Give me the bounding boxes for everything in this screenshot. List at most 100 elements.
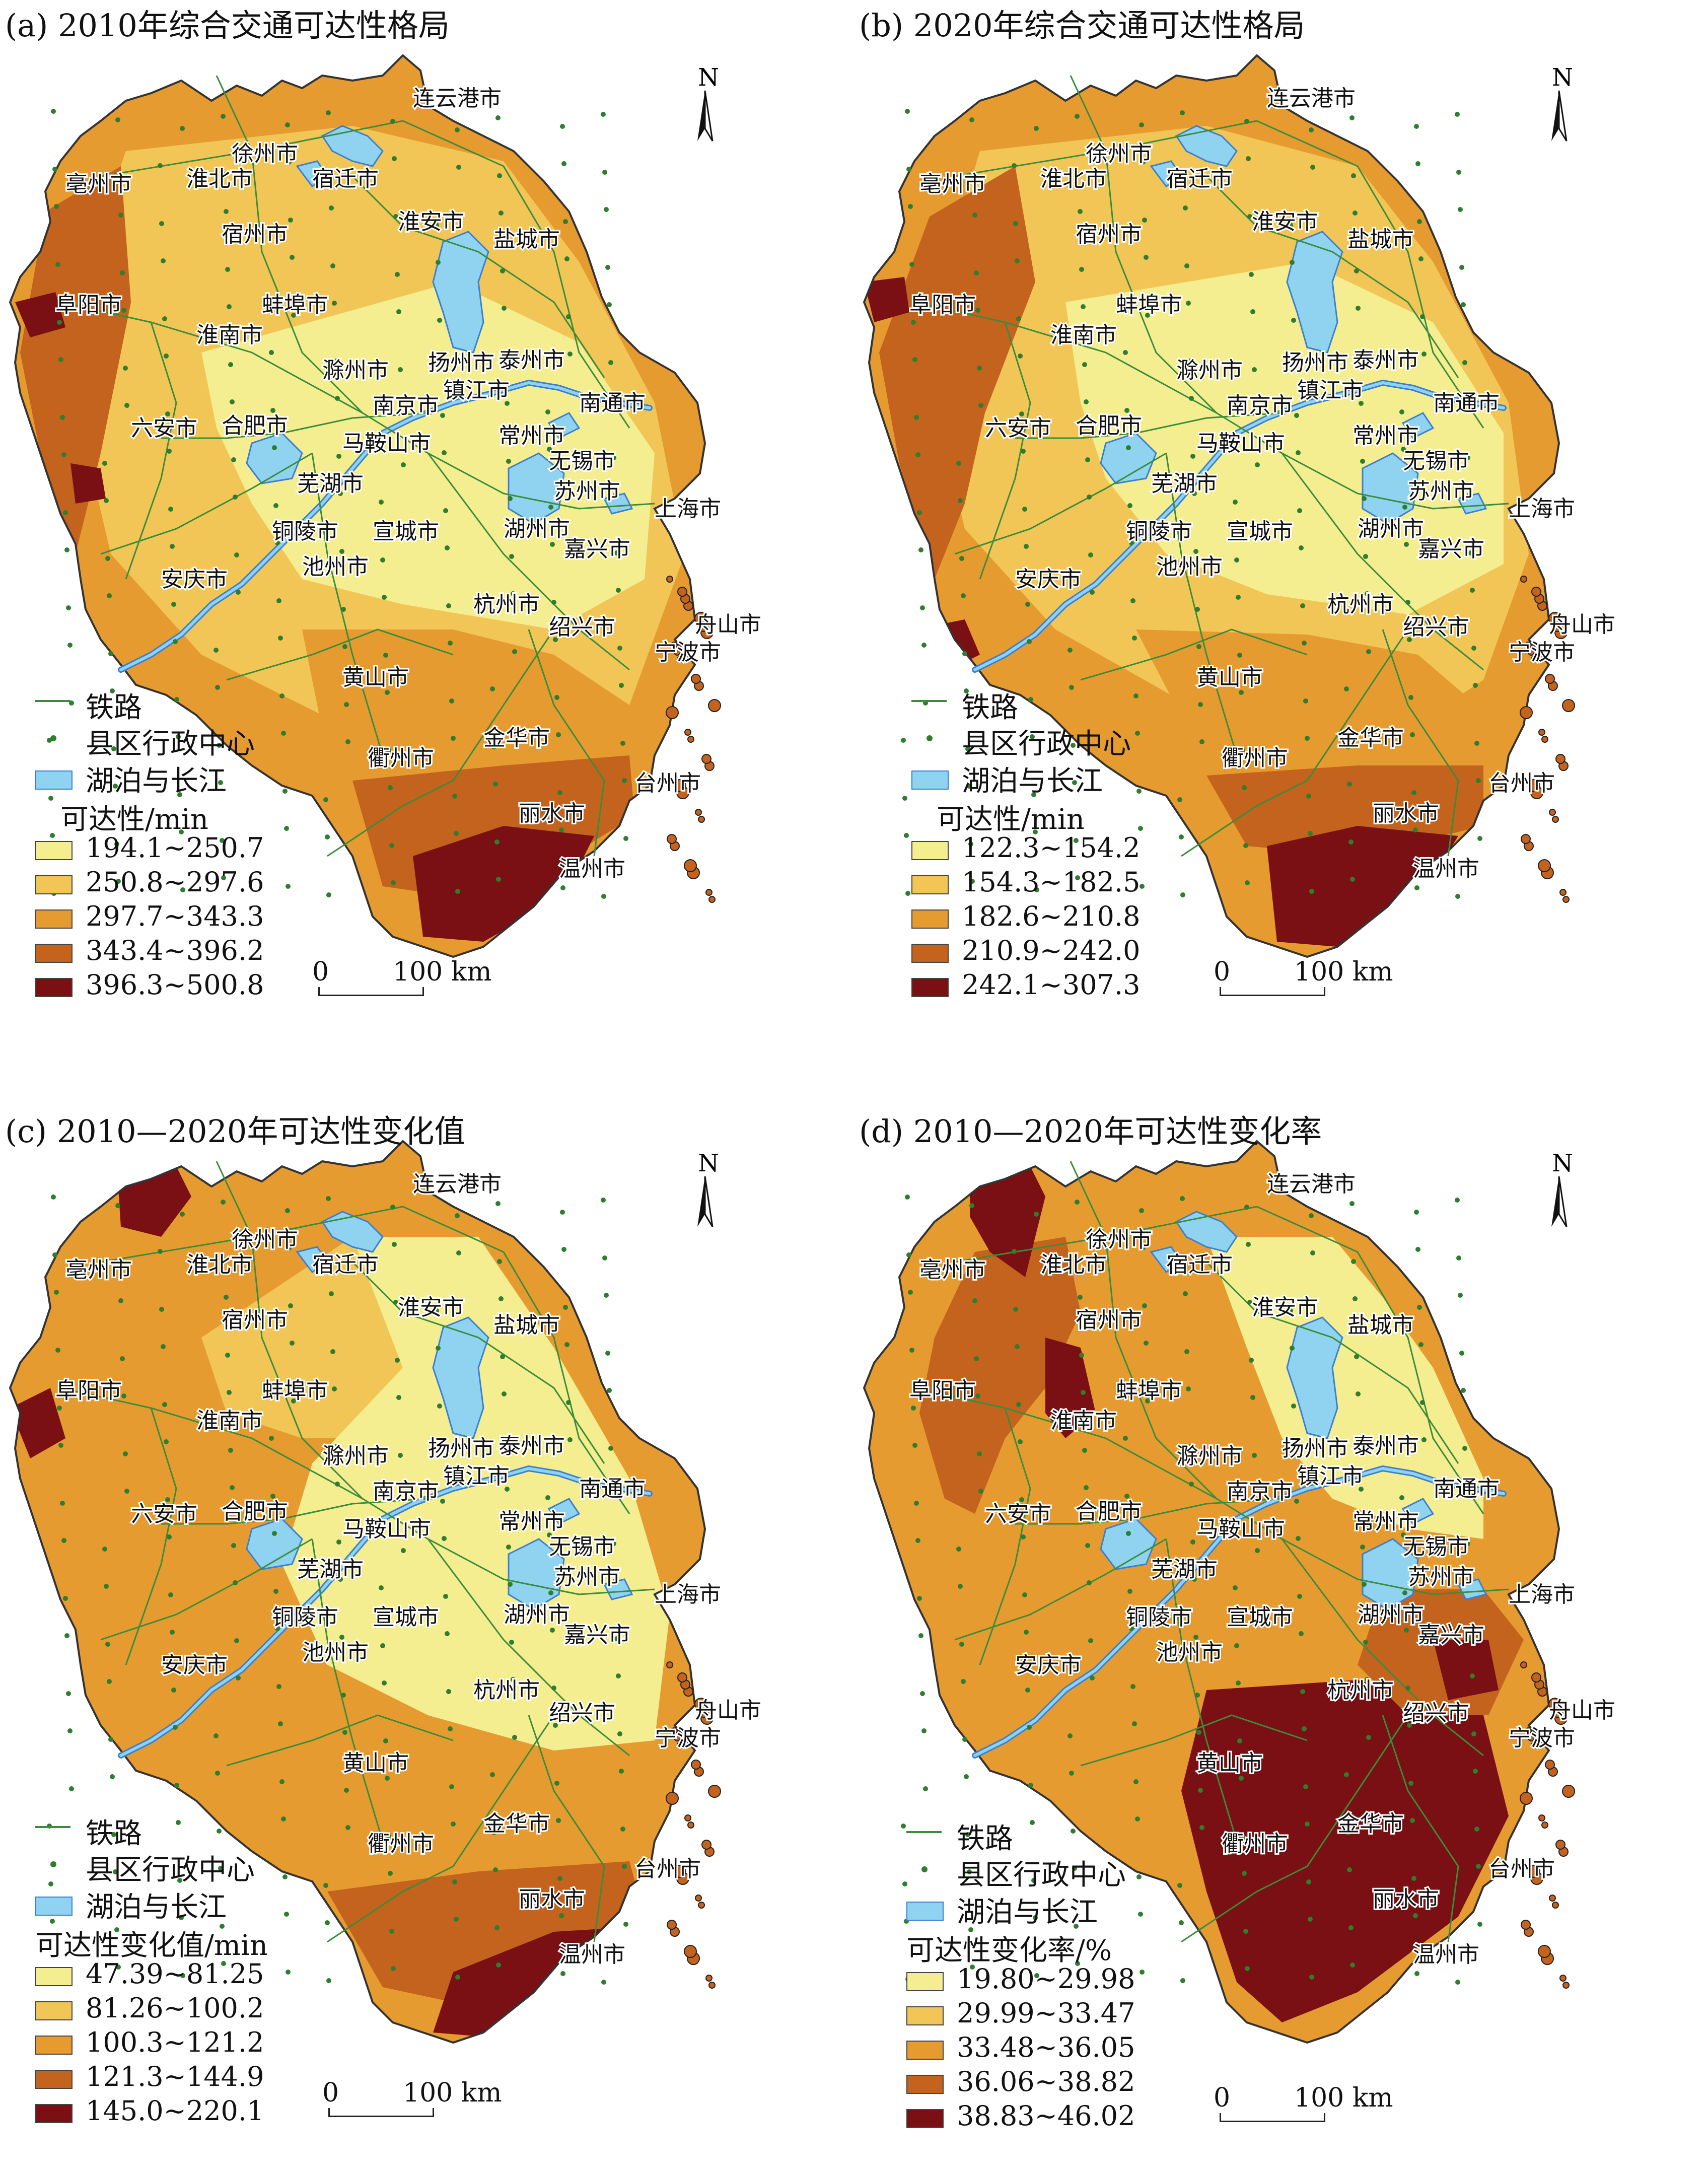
- county-center-dot: [335, 1482, 340, 1487]
- railway-line: [1070, 1161, 1107, 1237]
- county-center-dot: [1075, 114, 1080, 119]
- island: [1538, 1945, 1551, 1958]
- county-center-dot: [398, 367, 403, 372]
- county-center-dot: [1288, 223, 1293, 228]
- railway-line: [251, 1236, 655, 1595]
- class-label-3: 297.7~343.3: [86, 900, 264, 932]
- county-center-dot: [105, 1642, 110, 1647]
- county-center-dot: [382, 595, 387, 600]
- county-center-dot: [342, 1730, 347, 1735]
- county-center-dot: [275, 540, 280, 545]
- county-center-dot: [273, 503, 278, 508]
- city-label: 六安市: [131, 415, 197, 441]
- county-center-dot: [330, 1349, 335, 1354]
- county-center-dot: [1365, 591, 1370, 596]
- county-center-dot: [66, 1691, 71, 1696]
- railway-line: [528, 1715, 605, 1942]
- class-swatch-2: [35, 2001, 73, 2020]
- county-center-dot: [547, 1532, 552, 1537]
- county-center-dot: [290, 1341, 295, 1346]
- panel-title: (c) 2010—2020年可达性变化值: [5, 1113, 466, 1150]
- county-center-dot: [917, 1596, 922, 1601]
- county-center-dot: [1244, 119, 1249, 124]
- city-label: 宿迁市: [1166, 1252, 1233, 1278]
- island: [1528, 649, 1535, 656]
- city-label: 舟山市: [695, 612, 761, 638]
- county-center-dot: [1135, 1816, 1140, 1821]
- county-center-dot: [1417, 1305, 1422, 1310]
- county-center-dot: [616, 588, 621, 593]
- island: [708, 1982, 716, 1989]
- county-center-dot: [113, 784, 118, 789]
- county-center-dot: [440, 413, 445, 418]
- accessibility-zone-class-1: [201, 282, 655, 629]
- county-center-dot: [491, 1830, 496, 1835]
- city-label: 舟山市: [1549, 612, 1615, 638]
- county-center-dot: [923, 1786, 928, 1791]
- county-center-dot: [1456, 170, 1461, 175]
- county-center-dot: [455, 889, 460, 894]
- county-center-dot: [1079, 267, 1084, 272]
- north-arrow-icon: N: [1551, 63, 1573, 142]
- county-center-dot: [167, 449, 172, 454]
- county-center-dot: [1027, 639, 1032, 644]
- railway-line: [1382, 629, 1459, 857]
- county-center-dot: [1420, 314, 1425, 319]
- county-center-dot: [1133, 1779, 1138, 1784]
- county-center-dot: [1193, 549, 1198, 554]
- county-center-dot: [114, 1927, 119, 1932]
- county-center-dot: [1357, 364, 1362, 369]
- city-label: 宿州市: [1076, 222, 1142, 247]
- county-center-dot: [1473, 1769, 1478, 1774]
- county-center-dot: [383, 1738, 388, 1743]
- class-label-1: 19.80~29.98: [957, 1963, 1135, 1995]
- county-center-dot: [1013, 221, 1018, 226]
- county-center-dot: [1142, 1303, 1147, 1308]
- class-swatch-2: [35, 875, 73, 894]
- panel-title: (d) 2010—2020年可达性变化率: [859, 1113, 1322, 1150]
- accessibility-zone-class-1: [1065, 262, 1504, 614]
- county-center-dot: [1129, 540, 1134, 545]
- city-label: 无锡市: [549, 448, 615, 474]
- county-center-dot: [551, 600, 556, 605]
- county-center-dot: [1015, 258, 1020, 263]
- class-label-4: 343.4~396.2: [86, 935, 264, 966]
- county-center-dot: [1402, 1590, 1407, 1595]
- county-center-dot: [1187, 359, 1192, 364]
- county-center-dot: [1462, 360, 1467, 365]
- county-center-dot: [336, 1539, 341, 1545]
- county-center-dot: [1074, 838, 1079, 843]
- lake: [1150, 1246, 1183, 1274]
- county-center-dot: [107, 593, 112, 598]
- county-center-dot: [278, 636, 283, 641]
- yangtze-river-fill: [119, 1466, 651, 1757]
- county-center-dot: [1246, 1242, 1251, 1247]
- railway-line: [427, 453, 630, 671]
- county-center-dot: [557, 790, 562, 795]
- county-center-dot: [284, 1912, 289, 1917]
- city-label: 池州市: [302, 554, 369, 580]
- county-center-dot: [1309, 889, 1314, 894]
- county-center-dot: [1471, 646, 1476, 651]
- county-center-dot: [228, 362, 233, 367]
- county-center-dot: [1081, 304, 1086, 309]
- island: [666, 706, 679, 719]
- county-center-dot: [330, 263, 335, 268]
- class-label-4: 36.06~38.82: [957, 2066, 1135, 2097]
- island: [1548, 612, 1561, 625]
- island: [677, 587, 687, 597]
- city-label: 丽水市: [519, 801, 585, 826]
- county-center-dot: [455, 1975, 460, 1980]
- county-center-dot: [906, 1252, 911, 1257]
- lake: [432, 231, 489, 354]
- county-center-dot: [553, 637, 558, 642]
- county-center-dot: [1418, 1342, 1424, 1347]
- county-center-dot: [174, 697, 179, 702]
- county-center-dot: [509, 1640, 514, 1645]
- county-center-dot: [1345, 744, 1350, 749]
- county-center-dot: [325, 834, 330, 839]
- railway-legend-label: 铁路: [957, 1823, 1013, 1855]
- county-center-dot: [1290, 260, 1295, 265]
- county-center-dot: [1193, 1635, 1198, 1640]
